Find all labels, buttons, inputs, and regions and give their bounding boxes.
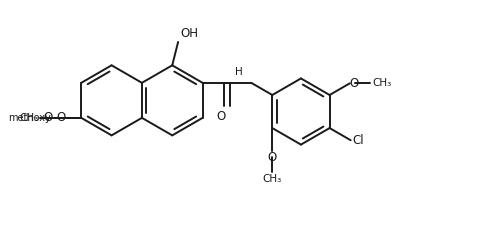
Text: Cl: Cl [353,134,364,147]
Text: CH₃: CH₃ [372,78,392,88]
Text: CH₃: CH₃ [19,113,38,123]
Text: OH: OH [180,27,198,40]
Text: O: O [350,77,359,90]
Text: O: O [268,151,277,164]
Text: H: H [235,67,243,76]
Text: CH₃: CH₃ [263,174,282,184]
Text: O: O [217,110,226,123]
Text: O: O [56,111,66,124]
Text: methoxy: methoxy [8,113,51,123]
Text: O: O [43,111,52,124]
